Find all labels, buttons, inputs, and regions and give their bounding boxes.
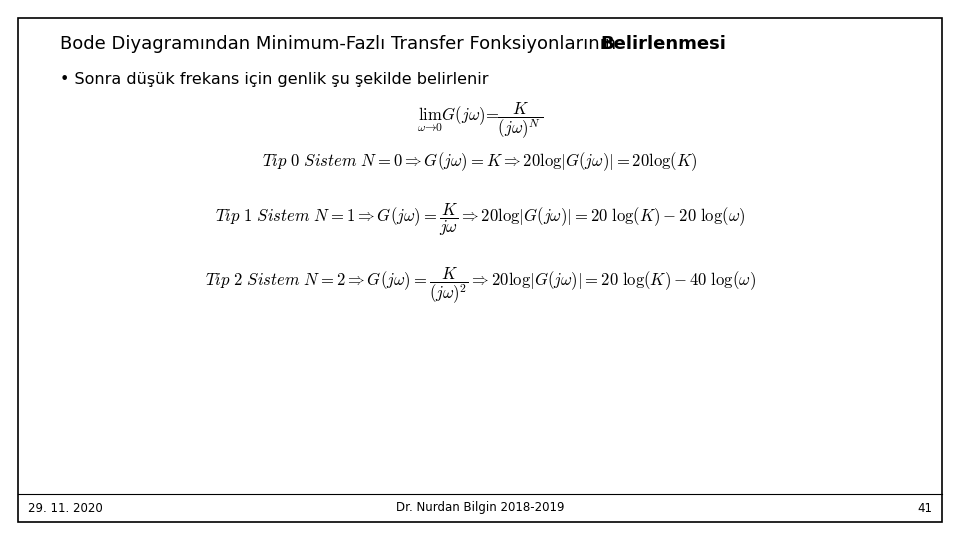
Text: $\mathit{Tip}\ 0\ \mathit{Sistem}\ N = 0 \Rightarrow G(j\omega) = K \Rightarrow : $\mathit{Tip}\ 0\ \mathit{Sistem}\ N = 0… [262,150,698,173]
Text: Bode Diyagramından Minimum-Fazlı Transfer Fonksiyonlarının: Bode Diyagramından Minimum-Fazlı Transfe… [60,35,622,53]
Text: $\mathit{Tip}\ 2\ \mathit{Sistem}\ N = 2 \Rightarrow G(j\omega) = \dfrac{K}{(j\o: $\mathit{Tip}\ 2\ \mathit{Sistem}\ N = 2… [204,265,756,306]
Text: $\lim_{\omega \to 0} G(j\omega) = \dfrac{K}{(j\omega)^N}$: $\lim_{\omega \to 0} G(j\omega) = \dfrac… [417,100,543,141]
Text: Dr. Nurdan Bilgin 2018-2019: Dr. Nurdan Bilgin 2018-2019 [396,502,564,515]
FancyBboxPatch shape [18,18,942,522]
Text: 41: 41 [917,502,932,515]
Text: 29. 11. 2020: 29. 11. 2020 [28,502,103,515]
Text: • Sonra düşük frekans için genlik şu şekilde belirlenir: • Sonra düşük frekans için genlik şu şek… [60,72,489,87]
Text: $\mathit{Tip}\ 1\ \mathit{Sistem}\ N = 1 \Rightarrow G(j\omega) = \dfrac{K}{j\om: $\mathit{Tip}\ 1\ \mathit{Sistem}\ N = 1… [215,202,745,238]
Text: Belirlenmesi: Belirlenmesi [600,35,726,53]
